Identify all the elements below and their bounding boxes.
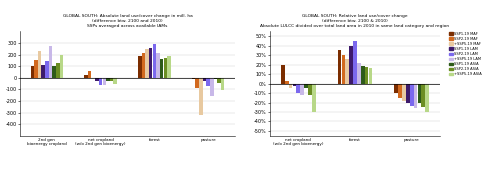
Bar <box>102 78 106 85</box>
Bar <box>152 44 156 78</box>
Bar <box>110 78 114 81</box>
Bar <box>34 60 37 78</box>
Bar <box>221 78 224 90</box>
Bar <box>281 65 285 84</box>
Bar <box>149 48 152 78</box>
Bar <box>218 78 221 83</box>
Bar <box>45 61 48 78</box>
Bar <box>418 84 421 102</box>
Bar <box>296 84 300 93</box>
Bar <box>422 84 425 107</box>
Bar <box>56 63 59 78</box>
Bar <box>364 67 368 84</box>
Bar <box>192 78 196 80</box>
Bar <box>350 46 353 84</box>
Bar <box>346 59 349 84</box>
Bar <box>138 56 141 78</box>
Title: GLOBAL SOUTH: Absolute land use/cover change in mill. ha
(difference btw. 2100 a: GLOBAL SOUTH: Absolute land use/cover ch… <box>62 14 192 28</box>
Bar <box>289 84 292 88</box>
Bar <box>164 58 167 78</box>
Bar <box>142 53 145 78</box>
Bar <box>88 71 92 78</box>
Bar <box>99 78 102 85</box>
Bar <box>167 56 170 78</box>
Bar <box>196 78 199 88</box>
Bar <box>210 78 214 96</box>
Bar <box>38 51 42 78</box>
Bar <box>353 41 357 84</box>
Title: GLOBAL SOUTH: Relative land use/cover change
(difference btw. 2100 & 2010)
Absol: GLOBAL SOUTH: Relative land use/cover ch… <box>260 14 450 28</box>
Bar <box>308 84 312 95</box>
Bar <box>425 84 429 112</box>
Bar <box>160 59 164 78</box>
Bar <box>368 68 372 84</box>
Bar <box>199 78 202 115</box>
Bar <box>30 66 34 78</box>
Bar <box>106 78 110 81</box>
Bar <box>285 81 288 84</box>
Bar <box>202 78 206 81</box>
Bar <box>414 84 418 108</box>
Bar <box>342 55 345 84</box>
Bar <box>410 84 414 106</box>
Bar <box>146 49 149 78</box>
Legend: SSP1-19 MAF, SSP2-19 MAF, +SSP5-19 MAF, SSP1-19 LAM, SSP2-19 LAM, +SSP5-19 LAM, : SSP1-19 MAF, SSP2-19 MAF, +SSP5-19 MAF, … <box>448 31 482 77</box>
Bar <box>156 53 160 78</box>
Bar <box>300 84 304 95</box>
Bar <box>60 55 63 78</box>
Bar <box>406 84 409 102</box>
Bar <box>206 78 210 86</box>
Bar <box>304 84 308 88</box>
Bar <box>84 75 88 78</box>
Bar <box>95 78 98 81</box>
Bar <box>114 78 117 84</box>
Bar <box>402 84 406 101</box>
Bar <box>292 84 296 86</box>
Bar <box>42 65 45 78</box>
Bar <box>214 78 217 79</box>
Bar <box>312 84 316 112</box>
Bar <box>52 66 56 78</box>
Bar <box>394 84 398 93</box>
Bar <box>49 46 52 78</box>
Bar <box>338 50 342 84</box>
Bar <box>398 84 402 98</box>
Bar <box>357 63 360 84</box>
Bar <box>361 66 364 84</box>
